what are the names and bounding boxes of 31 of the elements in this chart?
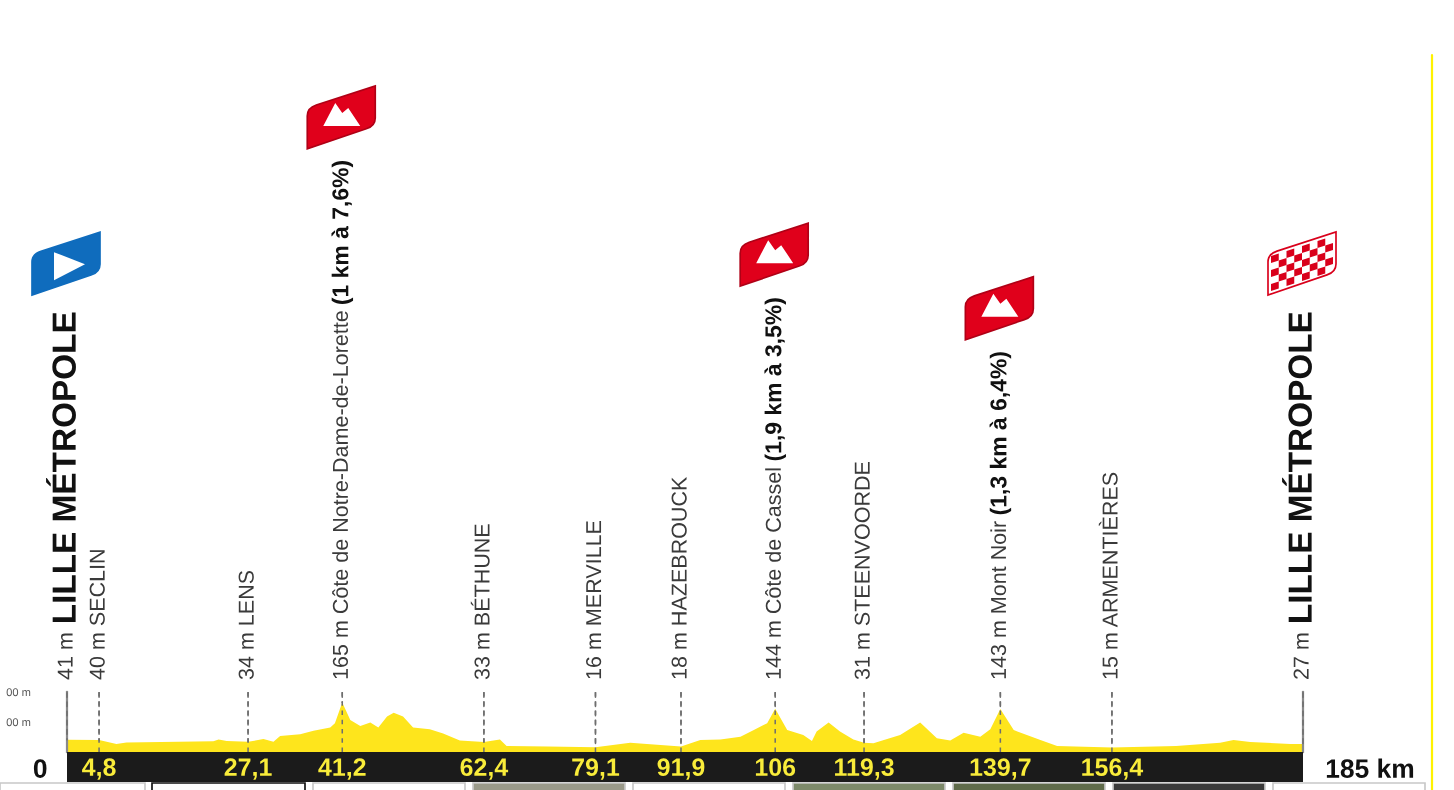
annotation: 33 m BÉTHUNE <box>470 524 490 680</box>
x-tick-label: 62,4 <box>460 758 509 780</box>
annotation: 18 m HAZEBROUCK <box>671 476 687 679</box>
annotation: 16 m MERVILLE <box>586 520 602 679</box>
annotation: 31 m STEENVOORDE <box>854 462 870 680</box>
annotation: 165 m Côte de Notre-Dame-de-Lorette <box>332 311 349 679</box>
annotation: 0 <box>33 759 47 778</box>
y-tick-label: 00 m <box>6 688 31 697</box>
annotation: 144 m Côte de Cassel <box>765 468 781 679</box>
annotation: 15 m ARMENTIÈRES <box>1098 472 1118 679</box>
y-tick-label: 00 m <box>6 718 31 727</box>
x-tick-label: 106 <box>755 758 796 777</box>
x-tick-label: 139,7 <box>970 758 1031 780</box>
annotation: 27 m <box>1293 633 1309 679</box>
x-tick-label: 4,8 <box>82 758 116 780</box>
text: LILLE MÉTROPOLE <box>46 312 76 623</box>
text: (1 km à 7,6%) <box>331 161 354 304</box>
text: LILLE MÉTROPOLE <box>1282 312 1312 622</box>
x-tick-label: 91,9 <box>657 758 705 780</box>
x-tick-label: 27,1 <box>224 758 272 780</box>
annotation: 34 m LENS <box>238 570 254 680</box>
x-tick-label: 79,1 <box>572 758 620 780</box>
text: (1,3 km à 6,4%) <box>989 352 1012 515</box>
annotation: 185 km <box>1326 758 1414 778</box>
x-tick-label: 156,4 <box>1082 758 1144 780</box>
x-tick-label: 119,3 <box>835 758 894 780</box>
x-tick-label: 41,2 <box>318 758 366 780</box>
text: (1,9 km à 3,5%) <box>764 298 786 461</box>
annotation: 143 m Mont Noir <box>990 521 1007 679</box>
annotation: 41 m <box>57 633 73 680</box>
annotation: 40 m SECLIN <box>89 550 105 680</box>
